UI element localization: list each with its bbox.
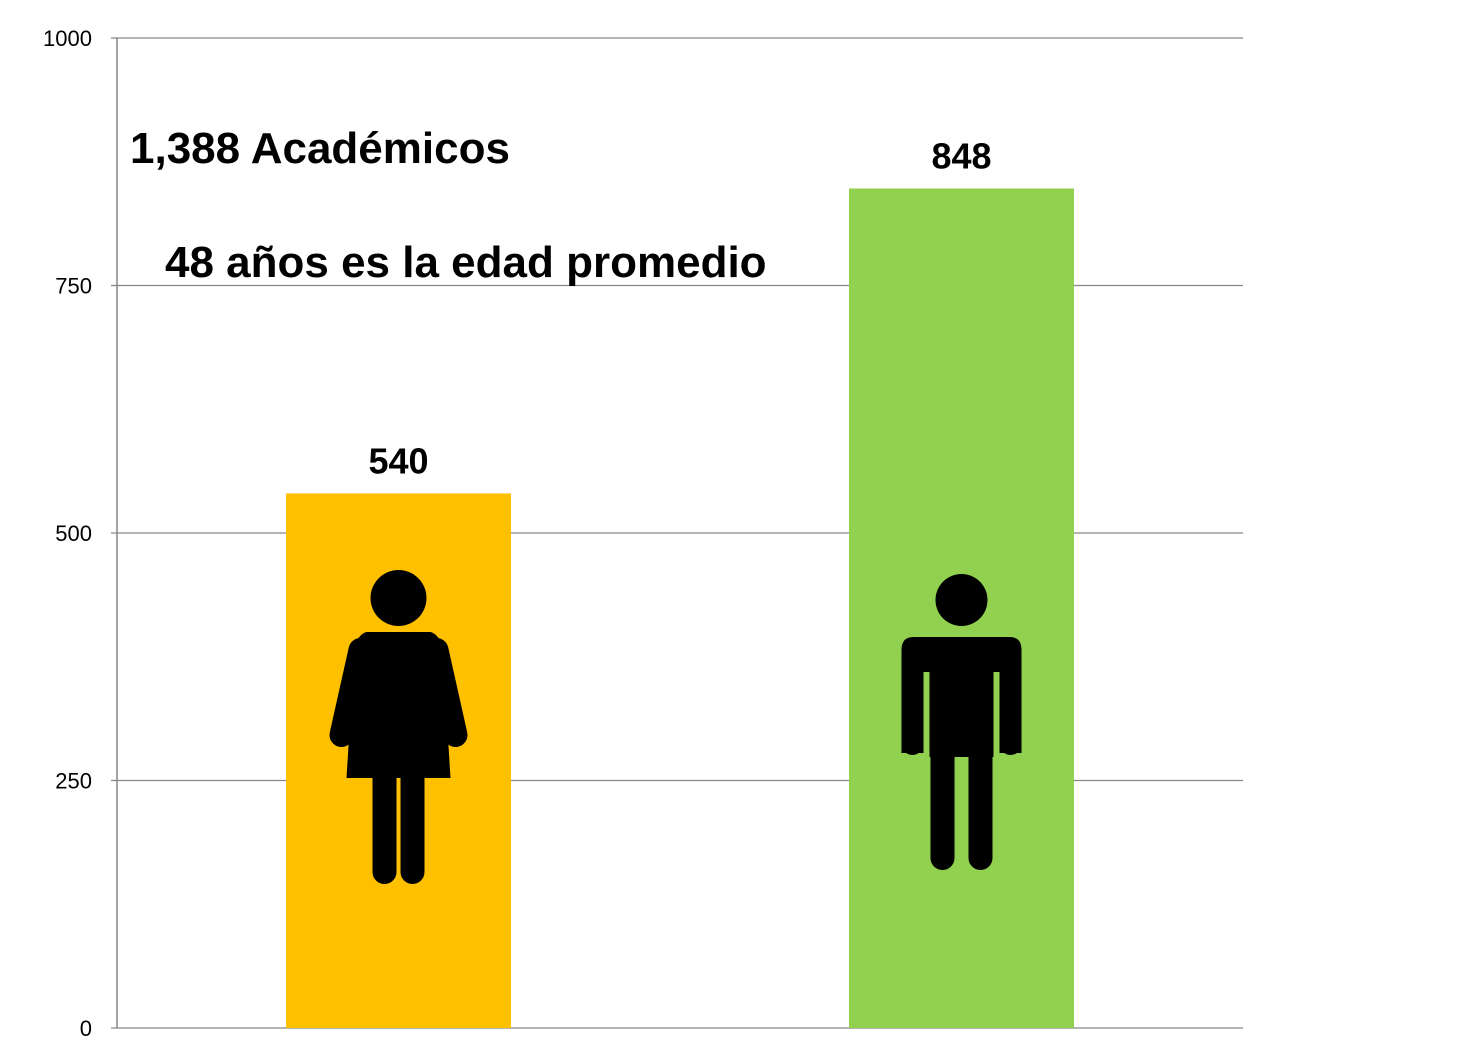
man-icon	[901, 574, 1022, 873]
annotation-total: 1,388 Académicos	[130, 124, 510, 173]
bars	[286, 188, 1074, 1029]
y-axis-tick-labels: 0 250 500 750 1000	[43, 26, 92, 1041]
data-label-mujeres: 540	[368, 440, 428, 481]
woman-icon	[329, 570, 468, 884]
figure-icons	[329, 570, 1022, 884]
y-tick-label: 250	[55, 769, 92, 794]
y-tick-label: 1000	[43, 26, 92, 51]
y-tick-label: 0	[80, 1016, 92, 1041]
y-tick-label: 750	[55, 274, 92, 299]
y-tick-label: 500	[55, 521, 92, 546]
annotation-average-age: 48 años es la edad promedio	[165, 238, 767, 287]
data-label-hombres: 848	[931, 135, 991, 176]
data-labels: 540 848	[368, 135, 991, 481]
